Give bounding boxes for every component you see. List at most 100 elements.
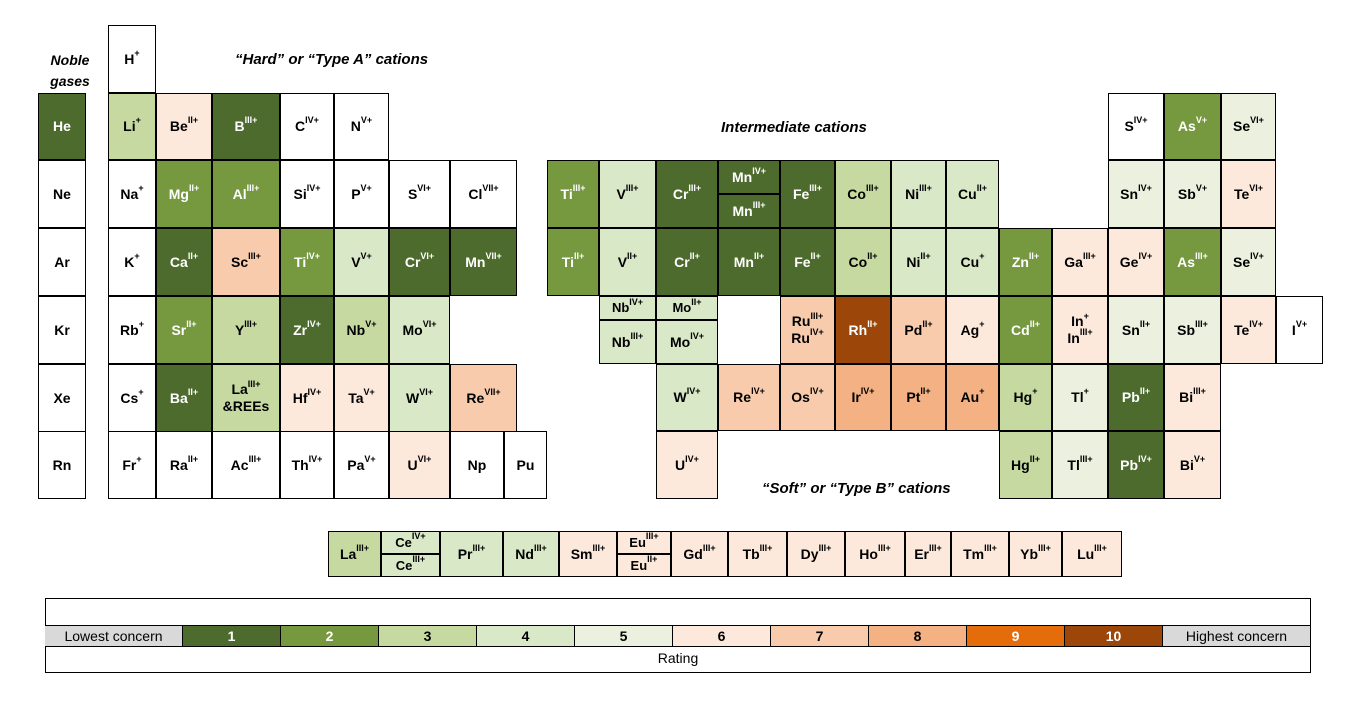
ion-label: RuIV+ bbox=[791, 327, 824, 346]
legend-level-9: 9 bbox=[967, 625, 1065, 647]
legend-highest-label: Highest concern bbox=[1163, 625, 1311, 647]
element-cell: SIV+ bbox=[1108, 93, 1164, 160]
ion-label: H+ bbox=[124, 47, 140, 67]
element-cell: PbII+ bbox=[1108, 364, 1164, 431]
element-cell: UIV+ bbox=[656, 431, 718, 499]
ion-label: VII+ bbox=[617, 250, 638, 270]
ion-label: MoIV+ bbox=[670, 330, 704, 350]
ion-label: TmIII+ bbox=[963, 542, 997, 562]
ion-label: PtII+ bbox=[906, 386, 931, 406]
element-cell: TaV+ bbox=[334, 364, 389, 432]
ion-label: K+ bbox=[124, 250, 140, 270]
ion-label: GeIV+ bbox=[1119, 250, 1153, 270]
ion-label: Xe bbox=[53, 389, 71, 406]
element-cell: SbV+ bbox=[1164, 160, 1221, 228]
ion-label: MnVII+ bbox=[465, 250, 502, 270]
ion-label: SbV+ bbox=[1177, 182, 1208, 202]
legend-level-2: 2 bbox=[281, 625, 379, 647]
ion-label: BIII+ bbox=[234, 115, 258, 135]
ion-label: PbIV+ bbox=[1120, 453, 1152, 473]
ion-label: RuIII+ bbox=[791, 310, 824, 330]
element-cell: In+ InIII+ bbox=[1052, 296, 1108, 364]
element-cell: ZnII+ bbox=[999, 228, 1052, 296]
ion-label: CrII+ bbox=[674, 250, 700, 270]
element-cell: VII+ bbox=[599, 228, 656, 296]
element-cell: TlIII+ bbox=[1052, 431, 1108, 499]
element-cell: NbIII+ bbox=[599, 320, 656, 364]
legend-level-5: 5 bbox=[575, 625, 673, 647]
ion-label: IV+ bbox=[1291, 318, 1308, 338]
ion-label: PdII+ bbox=[904, 318, 933, 338]
element-cell: Cu+ bbox=[946, 228, 999, 296]
ion-label: UIV+ bbox=[675, 453, 699, 473]
ion-label: In+ bbox=[1071, 310, 1089, 330]
ion-label: SVI+ bbox=[407, 182, 432, 202]
ion-label: AsV+ bbox=[1177, 115, 1208, 135]
element-cell: FeII+ bbox=[780, 228, 835, 296]
element-cell: ErIII+ bbox=[905, 531, 951, 577]
ion-label: TiII+ bbox=[561, 250, 585, 270]
legend-level-3: 3 bbox=[379, 625, 477, 647]
legend-level-1: 1 bbox=[183, 625, 281, 647]
element-cell: He bbox=[38, 93, 86, 160]
element-cell: PaV+ bbox=[334, 431, 389, 499]
element-cell: OsIV+ bbox=[780, 364, 835, 431]
ion-label: SIV+ bbox=[1124, 115, 1148, 135]
element-cell: NV+ bbox=[334, 93, 389, 160]
element-cell: BaII+ bbox=[156, 364, 212, 432]
element-cell: NdIII+ bbox=[503, 531, 559, 577]
element-cell: Ar bbox=[38, 228, 86, 296]
ion-label: TlIII+ bbox=[1067, 453, 1093, 473]
ion-label: CrVI+ bbox=[404, 250, 435, 270]
ion-label: GaIII+ bbox=[1064, 250, 1096, 270]
ion-label: SbIII+ bbox=[1177, 318, 1208, 338]
ion-label: SnII+ bbox=[1121, 318, 1151, 338]
ion-label: SnIV+ bbox=[1120, 182, 1152, 202]
element-cell: TbIII+ bbox=[728, 531, 787, 577]
element-cell: Rn bbox=[38, 431, 86, 499]
ion-label: RaII+ bbox=[169, 453, 199, 473]
element-cell: SeIV+ bbox=[1221, 228, 1276, 296]
intermediate-cations-label: Intermediate cations bbox=[721, 119, 867, 136]
element-cell: VIII+ bbox=[599, 160, 656, 228]
legend-level-4: 4 bbox=[477, 625, 575, 647]
element-cell: TmIII+ bbox=[951, 531, 1009, 577]
element-cell: NiII+ bbox=[891, 228, 946, 296]
element-cell: Ne bbox=[38, 160, 86, 228]
ion-label: Ag+ bbox=[960, 318, 985, 338]
element-cell: PbIV+ bbox=[1108, 431, 1164, 499]
element-cell: CoII+ bbox=[835, 228, 891, 296]
element-cell: Ag+ bbox=[946, 296, 999, 364]
element-cell: TiII+ bbox=[547, 228, 599, 296]
element-cell: RhII+ bbox=[835, 296, 891, 364]
legend-level-7: 7 bbox=[771, 625, 869, 647]
element-cell: TiIV+ bbox=[280, 228, 334, 296]
element-cell: FeIII+ bbox=[780, 160, 835, 228]
ion-label: BiV+ bbox=[1179, 453, 1206, 473]
ion-label: TiIV+ bbox=[294, 250, 320, 270]
element-cell: WIV+ bbox=[656, 364, 718, 431]
element-cell: K+ bbox=[108, 228, 156, 296]
element-cell: MnIV+ bbox=[718, 160, 780, 194]
ion-label: NdIII+ bbox=[515, 542, 547, 562]
element-cell: Xe bbox=[38, 364, 86, 432]
element-cell: AsV+ bbox=[1164, 93, 1221, 160]
ion-label: MoVI+ bbox=[402, 318, 437, 338]
ion-label: CeIII+ bbox=[395, 554, 426, 573]
element-cell: ClVII+ bbox=[450, 160, 517, 228]
element-cell: EuIII+ bbox=[617, 531, 671, 554]
ion-label: SiIV+ bbox=[293, 182, 321, 202]
ion-label: Cu+ bbox=[960, 250, 985, 270]
element-cell: CdII+ bbox=[999, 296, 1052, 364]
ion-label: NbIV+ bbox=[611, 296, 644, 316]
ion-label: SeVI+ bbox=[1233, 115, 1264, 135]
element-cell: CuII+ bbox=[946, 160, 999, 228]
element-cell: PrIII+ bbox=[440, 531, 503, 577]
ion-label: Na+ bbox=[120, 182, 144, 202]
element-cell: SnIV+ bbox=[1108, 160, 1164, 228]
ion-label: AsIII+ bbox=[1177, 250, 1208, 270]
element-cell: SiIV+ bbox=[280, 160, 334, 228]
element-cell: YIII+ bbox=[212, 296, 280, 364]
ion-label: NV+ bbox=[350, 115, 373, 135]
ion-label: BeII+ bbox=[169, 115, 199, 135]
